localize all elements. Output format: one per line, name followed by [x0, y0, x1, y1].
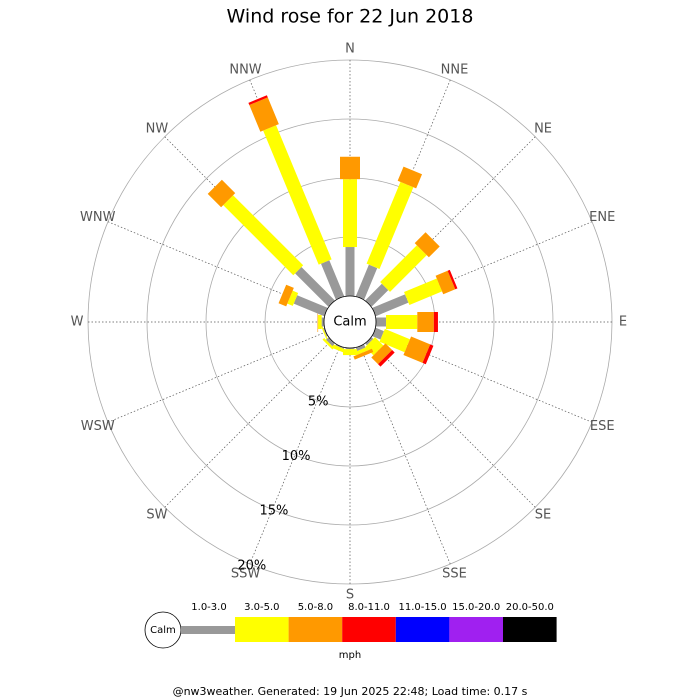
wind-bar: [422, 344, 434, 365]
wind-bar: [345, 247, 355, 296]
legend-unit: mph: [339, 650, 361, 661]
wind-bar: [355, 264, 378, 300]
wind-bar: [372, 294, 409, 317]
ring-tick-label: 20%: [237, 558, 266, 573]
wind-bar: [340, 156, 360, 180]
legend-calm-label: Calm: [150, 625, 176, 636]
wind-bar: [320, 260, 345, 300]
wind-bar: [375, 317, 387, 327]
wind-bar: [397, 166, 423, 189]
wind-bar: [343, 349, 357, 356]
direction-label: NNW: [229, 62, 261, 77]
legend-label: 5.0-8.0: [298, 602, 333, 613]
ring-tick-label: 5%: [308, 394, 329, 409]
wind-bar: [380, 245, 427, 292]
wind-bar: [386, 315, 418, 329]
direction-label: WNW: [80, 210, 116, 225]
wind-bar: [287, 290, 299, 306]
wind-bar: [403, 336, 431, 363]
legend-swatch: [503, 617, 557, 642]
direction-label: SW: [146, 508, 167, 523]
wind-bar: [414, 232, 440, 258]
wind-bar: [404, 278, 443, 305]
wind-bar: [447, 269, 458, 290]
wind-bar: [321, 325, 328, 340]
legend-swatch: [342, 617, 396, 642]
wind-bar: [223, 195, 304, 276]
calm-label: Calm: [333, 315, 366, 330]
wind-bar: [321, 317, 325, 327]
wind-bar: [278, 284, 294, 307]
legend-swatch: [235, 617, 289, 642]
ring-tick-label: 15%: [260, 504, 289, 519]
direction-label: NNE: [441, 62, 469, 77]
wind-bar: [249, 97, 279, 132]
wind-bar: [378, 350, 395, 367]
footer: @nw3weather. Generated: 19 Jun 2025 22:4…: [173, 685, 528, 698]
chart-title: Wind rose for 22 Jun 2018: [227, 6, 474, 28]
direction-label: NE: [534, 121, 552, 136]
wind-bar: [433, 312, 438, 332]
direction-label: SSW: [231, 567, 261, 582]
wind-bar: [322, 337, 335, 350]
direction-label: NW: [146, 121, 169, 136]
direction-label: W: [71, 315, 84, 330]
direction-label: N: [345, 42, 355, 57]
wind-bar: [207, 179, 236, 208]
legend-label: 3.0-5.0: [244, 602, 279, 613]
spoke: [107, 331, 327, 423]
spoke: [164, 340, 332, 508]
wind-bar: [325, 337, 335, 347]
wind-bar: [323, 327, 328, 337]
wind-bar: [331, 344, 347, 354]
calm-circle: [323, 295, 377, 349]
grid-ring: [146, 118, 554, 526]
wind-bar: [435, 270, 456, 295]
spoke: [249, 345, 341, 565]
direction-label: WSW: [81, 419, 115, 434]
legend-swatch: [395, 617, 450, 642]
wind-bar: [345, 348, 355, 350]
legend-label: 15.0-20.0: [452, 602, 500, 613]
wind-bar: [263, 125, 332, 265]
legend-label: 20.0-50.0: [506, 602, 554, 613]
wind-bar: [372, 327, 384, 340]
wind-bar: [371, 343, 393, 365]
wind-bar: [379, 328, 410, 353]
ring-tick-label: 10%: [282, 449, 311, 464]
legend-label: 11.0-15.0: [399, 602, 447, 613]
direction-label: ENE: [589, 210, 615, 225]
direction-label: ESE: [590, 419, 615, 434]
wind-bar: [317, 312, 319, 332]
bars: [207, 95, 458, 367]
legend-label: 1.0-3.0: [191, 602, 226, 613]
spoke: [368, 340, 536, 508]
wind-bar: [248, 95, 268, 106]
wind-bar: [293, 295, 328, 317]
wind-bar: [365, 337, 374, 346]
wind-bar: [417, 312, 434, 332]
legend-swatch: [449, 617, 503, 642]
direction-label: E: [619, 315, 627, 330]
wind-bar: [335, 344, 345, 349]
wind-bar: [295, 267, 335, 307]
wind-bar: [353, 348, 374, 360]
legend: Calm mph 1.0-3.0 3.0-5.0 5.0-8.0 8.0-11.0 11…: [144, 602, 557, 661]
legend-swatch: [181, 626, 235, 634]
legend-swatch: [288, 617, 343, 642]
wind-bar: [355, 344, 366, 352]
spoke: [359, 345, 451, 565]
wind-bar: [365, 283, 389, 307]
direction-label: SE: [535, 508, 551, 523]
wind-bar: [318, 315, 322, 329]
wind-bar: [354, 346, 370, 356]
legend-label: 8.0-11.0: [348, 602, 390, 613]
wind-bar: [366, 181, 414, 270]
direction-label: S: [346, 588, 354, 603]
direction-label: SSE: [442, 567, 467, 582]
wind-bar: [343, 179, 357, 248]
